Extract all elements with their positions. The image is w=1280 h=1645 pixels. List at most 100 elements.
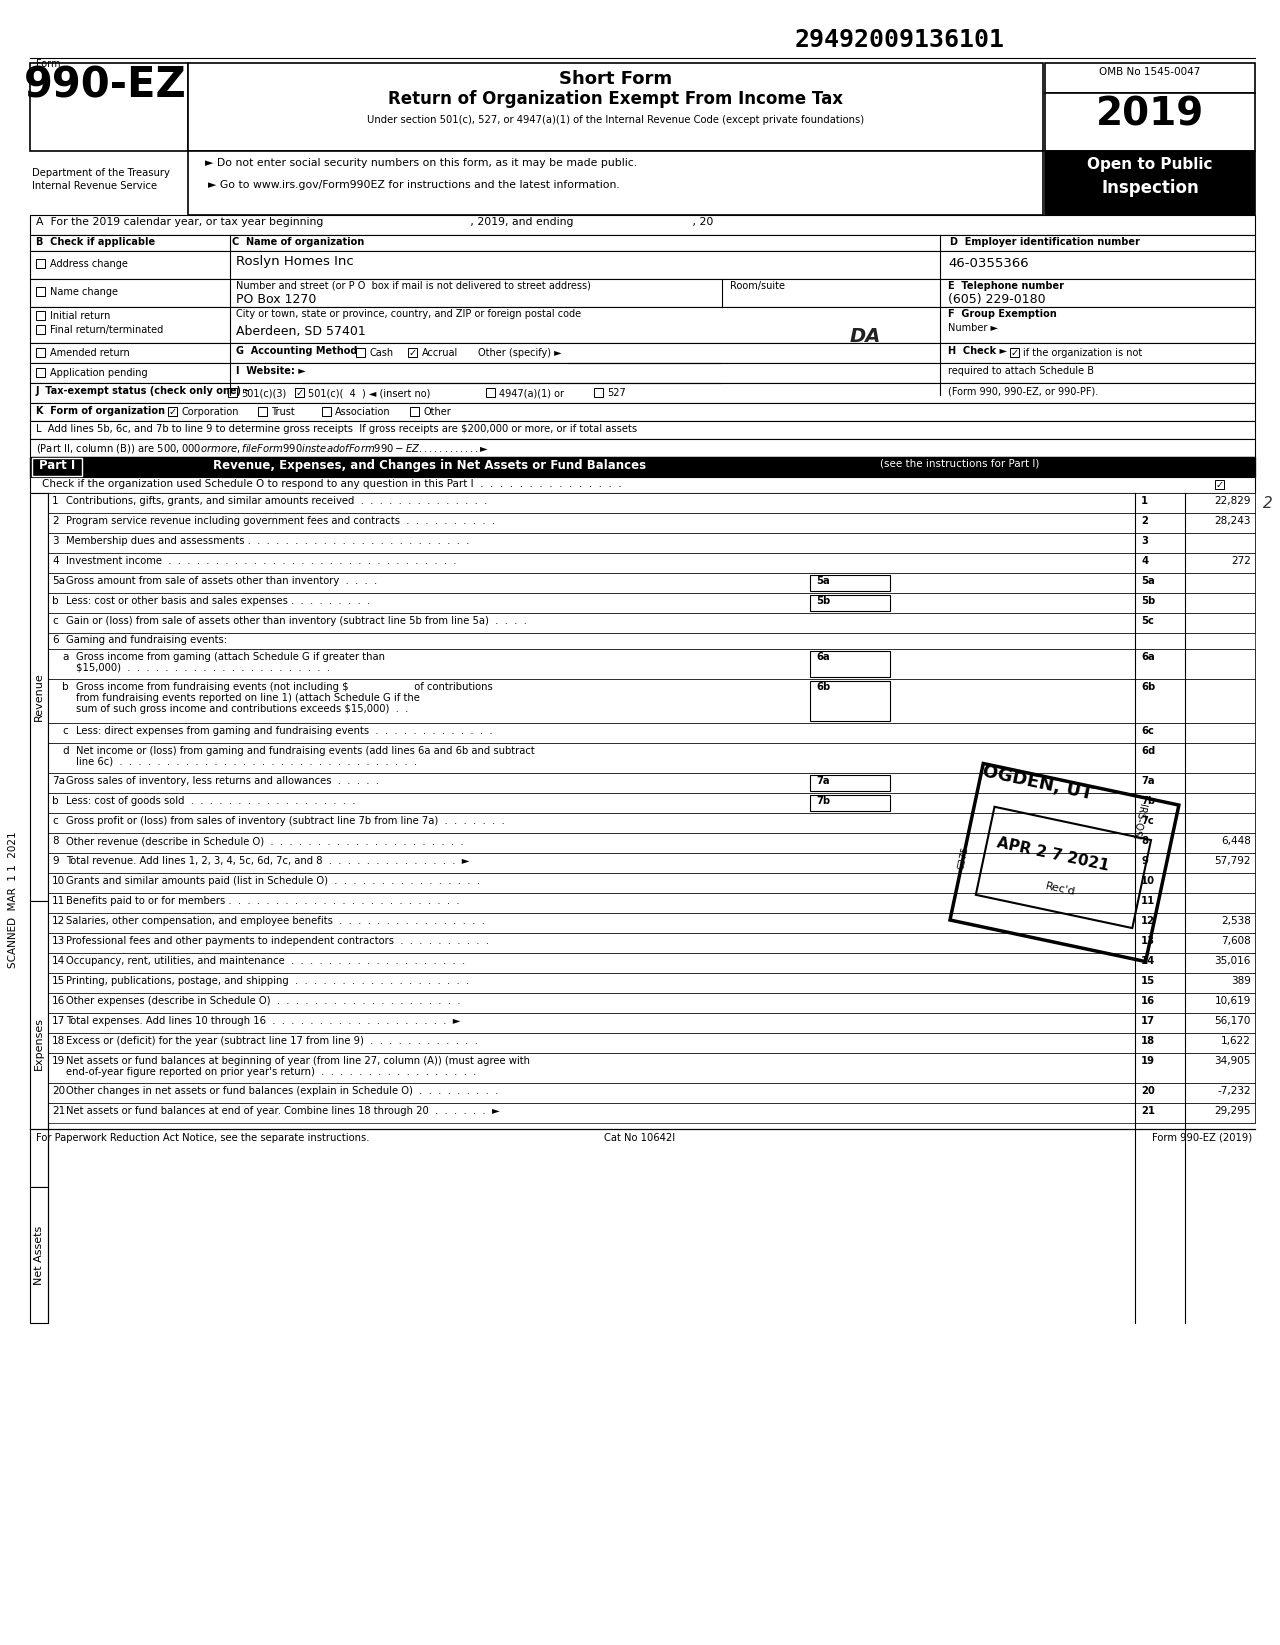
Text: 15: 15 [1140, 975, 1155, 985]
Bar [49, 494, 1254, 513]
Text: 990-EZ: 990-EZ [23, 66, 187, 107]
Bar [49, 744, 1254, 773]
Text: 19: 19 [1140, 1056, 1155, 1066]
Bar [49, 592, 1254, 614]
Text: L  Add lines 5b, 6c, and 7b to line 9 to determine gross receipts  If gross rece: L Add lines 5b, 6c, and 7b to line 9 to … [36, 424, 637, 434]
Text: 14: 14 [1140, 956, 1156, 966]
Bar [29, 235, 1254, 252]
Text: Less: cost or other basis and sales expenses .  .  .  .  .  .  .  .  .: Less: cost or other basis and sales expe… [67, 595, 370, 605]
Text: a: a [61, 651, 68, 661]
Text: Benefits paid to or for members .  .  .  .  .  .  .  .  .  .  .  .  .  .  .  .  : Benefits paid to or for members . . . . … [67, 897, 460, 906]
Bar [810, 681, 890, 721]
Text: ✓: ✓ [1011, 349, 1019, 359]
Bar [1135, 513, 1254, 533]
Bar [49, 572, 1254, 592]
Bar [1135, 832, 1254, 854]
Text: ✓: ✓ [410, 349, 417, 359]
Text: Contributions, gifts, grants, and similar amounts received  .  .  .  .  .  .  . : Contributions, gifts, grants, and simila… [67, 497, 488, 507]
Text: Association: Association [335, 406, 390, 416]
Text: Professional fees and other payments to independent contractors  .  .  .  .  .  : Professional fees and other payments to … [67, 936, 489, 946]
Bar [1215, 480, 1224, 489]
Bar [1135, 913, 1254, 933]
Bar [410, 406, 419, 416]
Bar [29, 494, 49, 901]
Text: 7,608: 7,608 [1221, 936, 1251, 946]
Bar [49, 972, 1254, 994]
Text: Check if the organization used Schedule O to respond to any question in this Par: Check if the organization used Schedule … [42, 479, 622, 489]
Bar [49, 724, 1254, 744]
Bar [810, 795, 890, 811]
Bar [1135, 994, 1254, 1013]
Bar [1135, 773, 1254, 793]
Text: Occupancy, rent, utilities, and maintenance  .  .  .  .  .  .  .  .  .  .  .  . : Occupancy, rent, utilities, and maintena… [67, 956, 465, 966]
Text: City or town, state or province, country, and ZIP or foreign postal code: City or town, state or province, country… [236, 309, 581, 319]
Text: -7,232: -7,232 [1217, 1086, 1251, 1096]
Bar [36, 311, 45, 321]
Text: 12: 12 [52, 916, 65, 926]
Bar [36, 258, 45, 268]
Text: Open to Public: Open to Public [1087, 156, 1212, 173]
Bar [36, 326, 45, 334]
Text: Number ►: Number ► [948, 322, 998, 332]
Bar [168, 406, 177, 416]
Bar [49, 614, 1254, 633]
Bar [29, 308, 1254, 344]
Text: 15: 15 [52, 975, 65, 985]
Text: 3: 3 [52, 536, 59, 546]
Text: 17: 17 [52, 1017, 65, 1026]
Text: Initial return: Initial return [50, 311, 110, 321]
Text: ► Do not enter social security numbers on this form, as it may be made public.: ► Do not enter social security numbers o… [205, 158, 637, 168]
Bar [49, 773, 1254, 793]
Text: 7a: 7a [52, 776, 65, 786]
Text: 14: 14 [52, 956, 65, 966]
Text: 29492009136101: 29492009136101 [795, 28, 1005, 53]
Text: 12: 12 [1140, 916, 1155, 926]
Text: Grants and similar amounts paid (list in Schedule O)  .  .  .  .  .  .  .  .  . : Grants and similar amounts paid (list in… [67, 877, 480, 887]
Bar [29, 280, 1254, 308]
Text: F  Group Exemption: F Group Exemption [948, 309, 1057, 319]
Bar [29, 364, 1254, 383]
Bar [1135, 553, 1254, 572]
Bar [188, 63, 1043, 151]
Bar [29, 457, 1254, 477]
Text: 8: 8 [52, 836, 59, 846]
Text: 6,448: 6,448 [1221, 836, 1251, 846]
Text: ✓: ✓ [169, 406, 177, 416]
Bar [29, 344, 1254, 364]
Text: 11: 11 [1140, 897, 1156, 906]
Text: c: c [52, 615, 58, 627]
Text: Return of Organization Exempt From Income Tax: Return of Organization Exempt From Incom… [389, 90, 844, 109]
Text: 389: 389 [1231, 975, 1251, 985]
Bar [1135, 724, 1254, 744]
Text: 501(c)(3): 501(c)(3) [241, 388, 287, 398]
Text: 7a: 7a [1140, 776, 1155, 786]
Text: D  Employer identification number: D Employer identification number [950, 237, 1140, 247]
Bar [1135, 533, 1254, 553]
Text: 2,538: 2,538 [1221, 916, 1251, 926]
Text: ✓: ✓ [1216, 480, 1224, 490]
Text: 20: 20 [52, 1086, 65, 1096]
Text: 6d: 6d [1140, 745, 1156, 757]
Bar [1135, 972, 1254, 994]
Text: (Part II, column (B)) are $500,000 or more, file Form 990 instead of Form 990-EZ: (Part II, column (B)) are $500,000 or mo… [36, 443, 489, 456]
Text: B  Check if applicable: B Check if applicable [36, 237, 155, 247]
Text: Salaries, other compensation, and employee benefits  .  .  .  .  .  .  .  .  .  : Salaries, other compensation, and employ… [67, 916, 485, 926]
Bar [49, 553, 1254, 572]
Text: 18: 18 [52, 1036, 65, 1046]
Text: 10: 10 [1140, 877, 1155, 887]
Text: Revenue, Expenses, and Changes in Net Assets or Fund Balances: Revenue, Expenses, and Changes in Net As… [214, 459, 646, 472]
Text: J  Tax-exempt status (check only one) –: J Tax-exempt status (check only one) – [36, 387, 251, 396]
Text: Other changes in net assets or fund balances (explain in Schedule O)  .  .  .  .: Other changes in net assets or fund bala… [67, 1086, 498, 1096]
Text: (see the instructions for Part I): (see the instructions for Part I) [881, 459, 1039, 469]
Bar [810, 775, 890, 791]
Text: 9: 9 [52, 855, 59, 865]
Text: Other: Other [422, 406, 451, 416]
Text: Less: cost of goods sold  .  .  .  .  .  .  .  .  .  .  .  .  .  .  .  .  .  .: Less: cost of goods sold . . . . . . . .… [67, 796, 356, 806]
Bar [49, 873, 1254, 893]
Text: Final return/terminated: Final return/terminated [50, 326, 164, 336]
Bar [259, 406, 268, 416]
Bar [486, 388, 495, 396]
Text: 11: 11 [52, 897, 65, 906]
Bar [810, 651, 890, 678]
Text: line 6c)  .  .  .  .  .  .  .  .  .  .  .  .  .  .  .  .  .  .  .  .  .  .  .  .: line 6c) . . . . . . . . . . . . . . . .… [76, 757, 417, 767]
